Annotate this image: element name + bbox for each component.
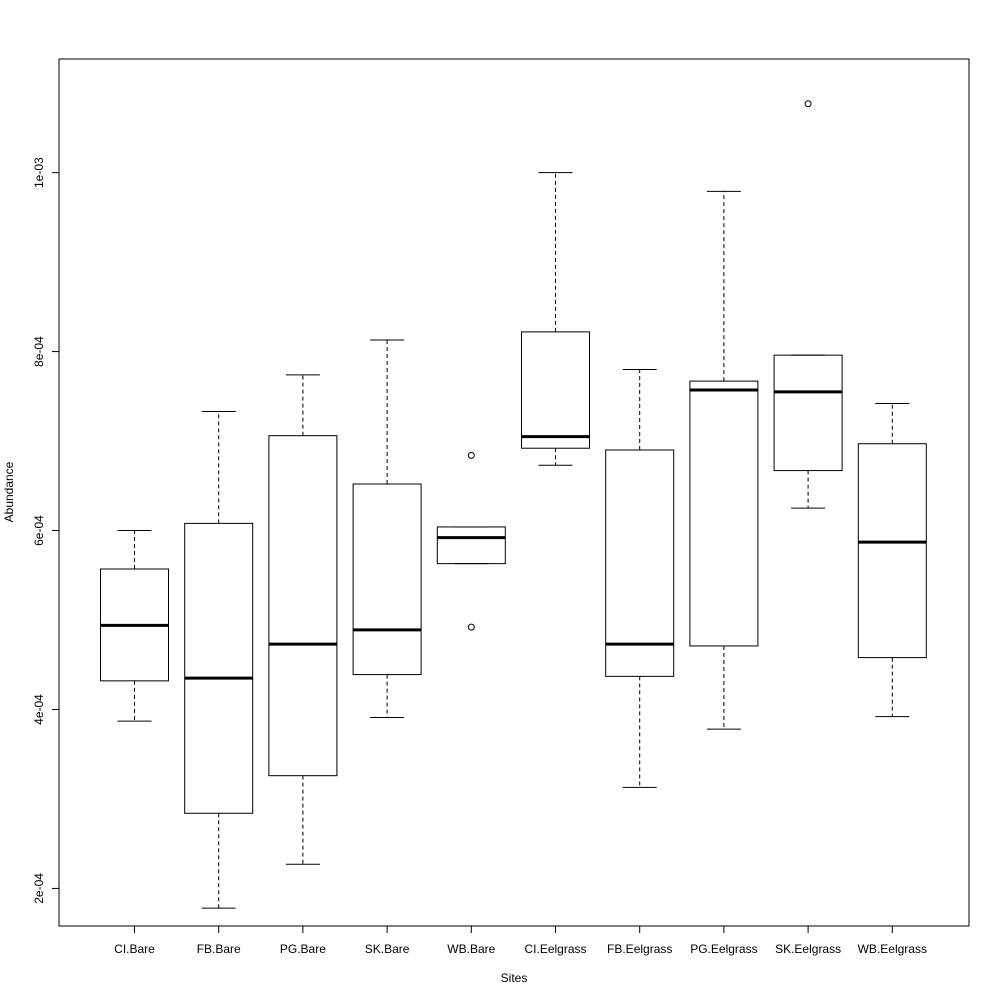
x-tick-label: FB.Bare bbox=[197, 942, 241, 956]
y-axis: 2e-04 4e-04 6e-04 8e-04 1e-03 bbox=[32, 157, 60, 904]
box-PG.Eelgrass bbox=[689, 190, 759, 730]
x-tick-label: PG.Eelgrass bbox=[690, 942, 757, 956]
box-PG.Bare bbox=[268, 374, 338, 865]
box-iqr bbox=[773, 354, 843, 472]
x-tick-label: WB.Eelgrass bbox=[858, 942, 927, 956]
x-tick-label: SK.Eelgrass bbox=[775, 942, 841, 956]
outlier-point bbox=[467, 623, 475, 631]
x-axis: CI.Bare FB.Bare PG.Bare SK.Bare WB.Bare CI.Ee… bbox=[114, 925, 927, 956]
box-FB.Eelgrass bbox=[605, 368, 675, 788]
box-iqr bbox=[268, 435, 338, 777]
boxes bbox=[100, 100, 927, 909]
box-iqr bbox=[436, 526, 506, 565]
y-axis-title: Abundance bbox=[2, 461, 16, 522]
box-SK.Bare bbox=[352, 339, 422, 719]
box-iqr bbox=[521, 331, 590, 449]
box-iqr bbox=[184, 522, 254, 814]
y-tick-label: 1e-03 bbox=[32, 157, 46, 188]
box-SK.Eelgrass bbox=[773, 100, 843, 509]
x-tick-label: WB.Bare bbox=[447, 942, 495, 956]
outlier-point bbox=[467, 451, 475, 459]
box-iqr bbox=[352, 483, 422, 676]
plot-frame bbox=[58, 58, 970, 927]
x-tick-label: CI.Bare bbox=[114, 942, 155, 956]
box-CI.Eelgrass bbox=[521, 172, 590, 466]
y-tick-label: 2e-04 bbox=[32, 873, 46, 904]
x-tick-label: CI.Eelgrass bbox=[524, 942, 586, 956]
outlier-point bbox=[804, 100, 812, 108]
y-tick-label: 6e-04 bbox=[32, 515, 46, 546]
box-FB.Bare bbox=[184, 411, 254, 909]
x-tick-label: PG.Bare bbox=[280, 942, 326, 956]
y-tick-label: 8e-04 bbox=[32, 336, 46, 367]
box-iqr bbox=[857, 443, 927, 659]
y-tick-label: 4e-04 bbox=[32, 694, 46, 725]
x-axis-title: Sites bbox=[501, 971, 528, 985]
box-WB.Bare bbox=[436, 451, 506, 631]
x-tick-label: SK.Bare bbox=[365, 942, 410, 956]
box-WB.Eelgrass bbox=[857, 402, 927, 718]
box-iqr bbox=[689, 380, 759, 647]
box-CI.Bare bbox=[100, 530, 169, 722]
box-iqr bbox=[605, 449, 675, 677]
x-tick-label: FB.Eelgrass bbox=[607, 942, 672, 956]
